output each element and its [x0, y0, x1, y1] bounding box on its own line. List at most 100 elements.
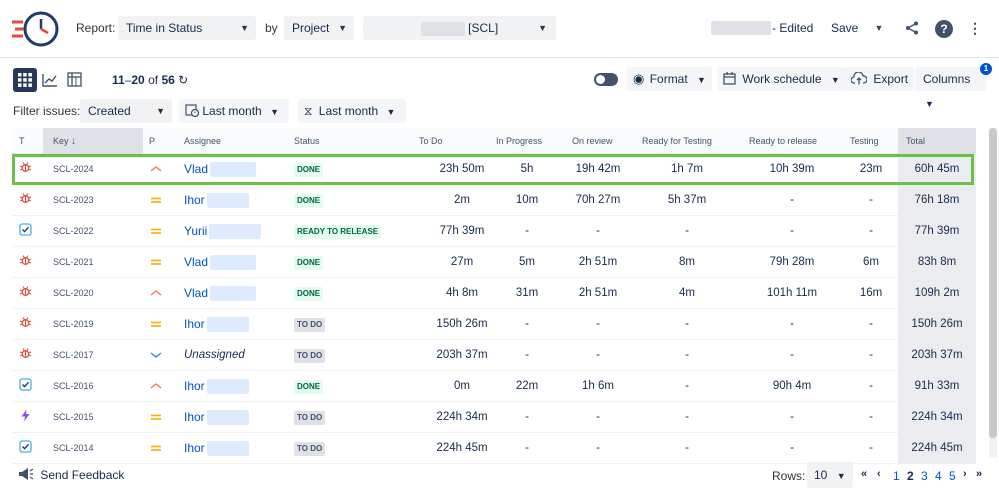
col-status[interactable]: Status: [294, 136, 320, 146]
col-testing[interactable]: Testing: [850, 136, 879, 146]
work-schedule-button[interactable]: Work schedule ▼: [717, 67, 846, 91]
col-readytorelease[interactable]: Ready to release: [749, 136, 818, 146]
last-page-icon[interactable]: »: [976, 468, 983, 480]
col-inprogress[interactable]: In Progress: [496, 136, 543, 146]
issue-key-link[interactable]: SCL-2015: [53, 412, 94, 422]
table-row[interactable]: SCL-2020 Vlad DONE 4h 8m 31m 2h 51m 4m 101h 11m…: [12, 278, 976, 309]
col-onreview[interactable]: On review: [572, 136, 613, 146]
table-row[interactable]: SCL-2015 Ihor TO DO 224h 34m - - - - - 224h 34m: [12, 402, 976, 433]
issue-key-link[interactable]: SCL-2016: [53, 381, 94, 391]
issue-key-link[interactable]: SCL-2024: [53, 164, 94, 174]
col-todo[interactable]: To Do: [419, 136, 443, 146]
time-onreview-cell: -: [596, 442, 600, 454]
edited-label: - Edited: [772, 21, 814, 35]
col-key[interactable]: Key ↓: [43, 128, 143, 154]
col-priority[interactable]: P: [149, 136, 156, 146]
issue-key-link[interactable]: SCL-2019: [53, 319, 94, 329]
col-readyfortesting[interactable]: Ready for Testing: [642, 136, 712, 146]
issue-key-link[interactable]: SCL-2022: [53, 226, 94, 236]
time-todo-cell: 224h 45m: [436, 442, 488, 454]
group-by-value: Project: [292, 21, 330, 35]
toggle-switch[interactable]: [594, 73, 618, 86]
time-readyfortesting-cell: -: [685, 411, 689, 423]
assignee-name[interactable]: Vlad: [184, 278, 257, 309]
rows-per-page-select[interactable]: 10 ▼: [807, 462, 853, 488]
total-time-cell: 91h 33m: [914, 380, 960, 392]
filter-field-value: Created: [88, 104, 131, 118]
table-row[interactable]: SCL-2022 Yurii READY TO RELEASE 77h 39m - - - -…: [12, 216, 976, 247]
columns-button[interactable]: Columns ▼: [915, 67, 987, 109]
assignee-name[interactable]: Yurii: [184, 216, 262, 247]
page-5-link[interactable]: 5: [949, 469, 956, 483]
time-todo-cell: 150h 26m: [436, 318, 488, 330]
table-row[interactable]: SCL-2021 Vlad DONE 27m 5m 2h 51m 8m 79h 28m 6m 83…: [12, 247, 976, 278]
table-row[interactable]: SCL-2014 Ihor TO DO 224h 45m - - - - - 224h 45m: [12, 433, 976, 464]
grid-view-icon[interactable]: [13, 68, 37, 92]
pivot-view-icon[interactable]: [62, 68, 86, 92]
time-readyfortesting-cell: -: [685, 380, 689, 392]
table-row[interactable]: SCL-2019 Ihor TO DO 150h 26m - - - - - 150h 26m: [12, 309, 976, 340]
send-feedback-link[interactable]: Send Feedback: [18, 467, 124, 482]
table-row[interactable]: SCL-2023 Ihor DONE 2m 10m 70h 27m 5h 37m - - 76h …: [12, 185, 976, 216]
issue-key-link[interactable]: SCL-2017: [53, 350, 94, 360]
calendar-clock-icon: [185, 104, 202, 118]
export-button[interactable]: Export: [845, 67, 915, 91]
issue-key-link[interactable]: SCL-2021: [53, 257, 94, 267]
assignee-name[interactable]: Ihor: [184, 433, 249, 464]
total-column-bg: [898, 371, 976, 402]
time-readytorelease-cell: -: [790, 194, 794, 206]
report-select[interactable]: Time in Status ▼: [118, 16, 256, 40]
table-row[interactable]: SCL-2017 Unassigned TO DO 203h 37m - - - - - 203h…: [12, 340, 976, 371]
next-page-icon[interactable]: ›: [963, 468, 967, 480]
date-to-button[interactable]: ⧖ Last month ▼: [298, 99, 406, 123]
assignee-first-name: Ihor: [184, 441, 205, 455]
assignee-name[interactable]: Vlad: [184, 247, 257, 278]
time-inprogress-cell: -: [525, 225, 529, 237]
report-select-value: Time in Status: [126, 21, 203, 35]
help-icon[interactable]: ?: [932, 16, 956, 40]
save-button[interactable]: Save: [831, 21, 859, 35]
group-by-select[interactable]: Project ▼: [284, 16, 354, 40]
issue-key-link[interactable]: SCL-2023: [53, 195, 94, 205]
share-icon[interactable]: [900, 16, 924, 40]
scrollbar-thumb[interactable]: [989, 128, 997, 438]
assignee-name[interactable]: Ihor: [184, 185, 249, 216]
first-page-icon[interactable]: «: [861, 468, 868, 480]
col-assignee[interactable]: Assignee: [184, 136, 222, 146]
col-type[interactable]: T: [19, 136, 25, 146]
assignee-name[interactable]: Vlad: [184, 154, 257, 185]
time-readyfortesting-cell: -: [685, 225, 689, 237]
assignee-name[interactable]: Ihor: [184, 402, 249, 433]
project-select[interactable]: [SCL] ▼: [363, 16, 556, 40]
table-row[interactable]: SCL-2016 Ihor DONE 0m 22m 1h 6m - 90h 4m - 91h 33…: [12, 371, 976, 402]
page-1-link[interactable]: 1: [893, 469, 900, 483]
issue-key-link[interactable]: SCL-2020: [53, 288, 94, 298]
date-from-button[interactable]: Last month ▼: [179, 99, 289, 123]
more-options-icon[interactable]: ⋮: [968, 20, 982, 36]
assignee-name[interactable]: Ihor: [184, 309, 249, 340]
status-badge: DONE: [294, 371, 324, 402]
chart-view-icon[interactable]: [38, 68, 62, 92]
redacted-surname: [209, 224, 262, 240]
table-row[interactable]: SCL-2024 Vlad DONE 23h 50m 5h 19h 42m 1h 7m 10h…: [12, 154, 976, 185]
redacted-surname: [210, 255, 257, 271]
page-3-link[interactable]: 3: [921, 469, 928, 483]
time-readytorelease-cell: 79h 28m: [769, 256, 815, 268]
page-4-link[interactable]: 4: [935, 469, 942, 483]
col-total[interactable]: Total: [898, 128, 976, 154]
issue-key-link[interactable]: SCL-2014: [53, 443, 94, 453]
send-feedback-label: Send Feedback: [40, 468, 125, 482]
time-readyfortesting-cell: -: [685, 442, 689, 454]
total-count: 56: [161, 73, 175, 87]
format-button[interactable]: ◉ Format ▼: [627, 67, 712, 91]
total-column-bg: [898, 340, 976, 371]
time-readytorelease-cell: -: [790, 442, 794, 454]
export-label: Export: [873, 72, 909, 86]
previous-page-icon[interactable]: ‹: [877, 468, 881, 480]
save-options-chevron-icon[interactable]: ▼: [874, 23, 884, 33]
refresh-icon[interactable]: ↻: [178, 73, 189, 87]
time-testing-cell: 6m: [863, 256, 879, 268]
assignee-name[interactable]: Ihor: [184, 371, 249, 402]
filter-field-select[interactable]: Created ▼: [80, 99, 172, 123]
page-2-current[interactable]: 2: [907, 469, 914, 483]
